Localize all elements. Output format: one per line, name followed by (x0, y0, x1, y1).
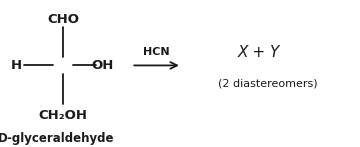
Text: H: H (11, 59, 22, 72)
Text: (2 diastereomers): (2 diastereomers) (219, 78, 318, 88)
Text: OH: OH (92, 59, 114, 72)
Text: X + Y: X + Y (238, 45, 280, 60)
Text: D-glyceraldehyde: D-glyceraldehyde (0, 132, 114, 145)
Text: HCN: HCN (143, 47, 169, 57)
Text: CH₂OH: CH₂OH (39, 109, 87, 122)
Text: CHO: CHO (47, 13, 79, 26)
